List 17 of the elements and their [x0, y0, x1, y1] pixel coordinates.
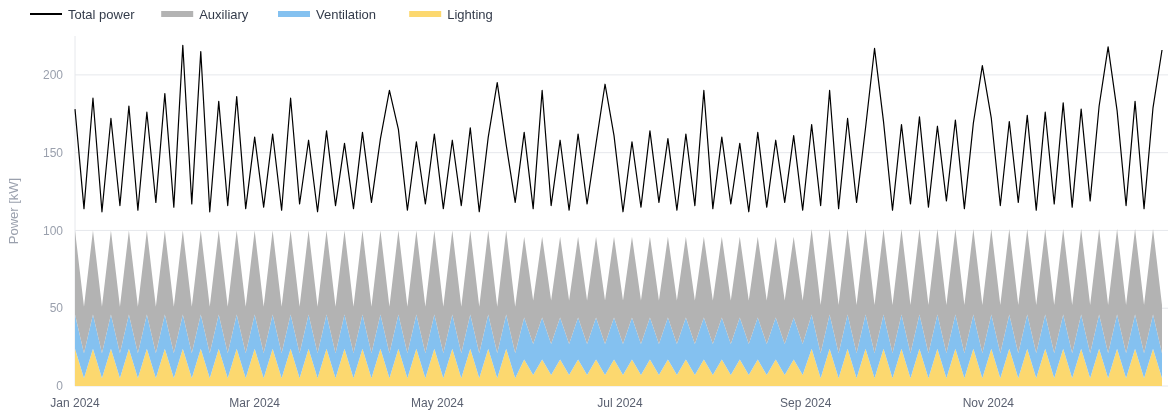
y-tick-label: 0 — [56, 379, 64, 394]
y-tick-label: 50 — [49, 301, 64, 316]
y-axis-title: Power [kW] — [6, 177, 21, 245]
line-series — [74, 44, 1163, 213]
y-tick-label: 100 — [42, 223, 64, 238]
y-tick-label: 200 — [42, 68, 64, 83]
x-tick-label: Sep 2024 — [779, 396, 832, 410]
legend-label: Auxiliary — [199, 6, 249, 22]
x-tick-label: Nov 2024 — [962, 396, 1015, 410]
x-tick-label: Jan 2024 — [50, 396, 101, 410]
x-tick-label: May 2024 — [410, 396, 465, 410]
legend-label: Lighting — [447, 6, 493, 22]
legend-label: Ventilation — [316, 6, 376, 22]
y-tick-label: 150 — [42, 145, 64, 160]
x-tick-label: Jul 2024 — [597, 396, 644, 410]
x-tick-label: Mar 2024 — [229, 396, 281, 410]
legend-label: Total power — [68, 6, 136, 22]
